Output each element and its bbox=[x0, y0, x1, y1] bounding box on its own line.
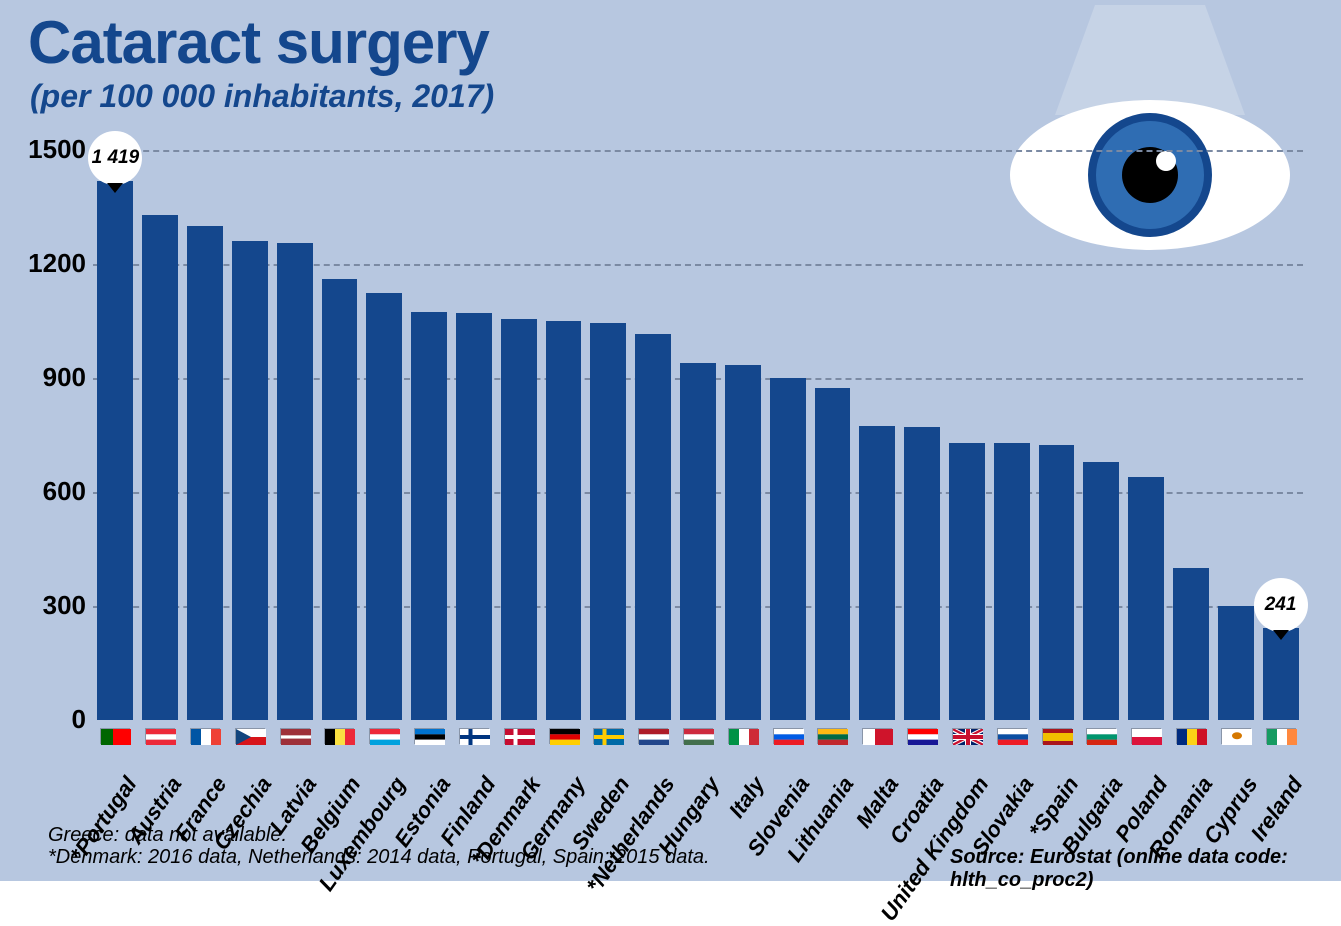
bar bbox=[725, 365, 761, 720]
flag-icon bbox=[1042, 728, 1072, 744]
flag-icon bbox=[683, 728, 713, 744]
flag-icon bbox=[593, 728, 623, 744]
bar bbox=[366, 293, 402, 721]
flag-icon bbox=[145, 728, 175, 744]
bar bbox=[1173, 568, 1209, 720]
bar bbox=[277, 243, 313, 720]
source-attribution: Source: Eurostat (online data code: hlth… bbox=[950, 846, 1341, 892]
bar bbox=[97, 181, 133, 720]
flag-icon bbox=[817, 728, 847, 744]
bar bbox=[859, 426, 895, 721]
bar bbox=[1083, 462, 1119, 720]
bar bbox=[1263, 628, 1299, 720]
bar bbox=[635, 334, 671, 720]
flag-icon bbox=[1086, 728, 1116, 744]
flag-icon bbox=[638, 728, 668, 744]
flag-icon bbox=[280, 728, 310, 744]
bar bbox=[411, 312, 447, 721]
flag-icon bbox=[1221, 728, 1251, 744]
y-tick-label: 0 bbox=[0, 704, 86, 735]
footnote: Greece: data not available. bbox=[48, 824, 287, 847]
callout-arrow-icon bbox=[107, 183, 123, 193]
y-tick-label: 900 bbox=[0, 362, 86, 393]
bar bbox=[770, 378, 806, 720]
flag-icon bbox=[459, 728, 489, 744]
bar bbox=[1128, 477, 1164, 720]
flag-icon bbox=[728, 728, 758, 744]
value-callout: 1 419 bbox=[88, 131, 142, 185]
bar bbox=[546, 321, 582, 720]
flag-icon bbox=[1131, 728, 1161, 744]
flag-icon bbox=[504, 728, 534, 744]
bar bbox=[680, 363, 716, 720]
flag-icon bbox=[414, 728, 444, 744]
flag-icon bbox=[907, 728, 937, 744]
flag-icon bbox=[1176, 728, 1206, 744]
bar bbox=[904, 427, 940, 720]
flag-icon bbox=[1266, 728, 1296, 744]
bar bbox=[187, 226, 223, 720]
footnote: *Denmark: 2016 data, Netherlands: 2014 d… bbox=[48, 846, 710, 869]
chart-title: Cataract surgery bbox=[28, 8, 489, 77]
gridline bbox=[93, 264, 1303, 266]
bar bbox=[322, 279, 358, 720]
eye-icon bbox=[970, 5, 1330, 250]
gridline bbox=[93, 150, 1303, 152]
y-tick-label: 300 bbox=[0, 590, 86, 621]
bar bbox=[232, 241, 268, 720]
bar bbox=[949, 443, 985, 720]
flag-icon bbox=[773, 728, 803, 744]
y-tick-label: 600 bbox=[0, 476, 86, 507]
flag-icon bbox=[862, 728, 892, 744]
bar bbox=[590, 323, 626, 720]
flag-icon bbox=[952, 728, 982, 744]
flag-icon bbox=[235, 728, 265, 744]
value-callout: 241 bbox=[1254, 578, 1308, 632]
flag-icon bbox=[100, 728, 130, 744]
flag-icon bbox=[190, 728, 220, 744]
y-tick-label: 1500 bbox=[0, 134, 86, 165]
bar bbox=[994, 443, 1030, 720]
y-tick-label: 1200 bbox=[0, 248, 86, 279]
chart-subtitle: (per 100 000 inhabitants, 2017) bbox=[30, 78, 494, 115]
bar bbox=[142, 215, 178, 720]
infographic-canvas: Cataract surgery(per 100 000 inhabitants… bbox=[0, 0, 1341, 881]
flag-icon bbox=[997, 728, 1027, 744]
bar bbox=[1218, 606, 1254, 720]
bar bbox=[1039, 445, 1075, 721]
flag-icon bbox=[549, 728, 579, 744]
bar bbox=[815, 388, 851, 721]
flag-icon bbox=[369, 728, 399, 744]
flag-icon bbox=[324, 728, 354, 744]
bar bbox=[501, 319, 537, 720]
callout-arrow-icon bbox=[1273, 630, 1289, 640]
bar bbox=[456, 313, 492, 720]
